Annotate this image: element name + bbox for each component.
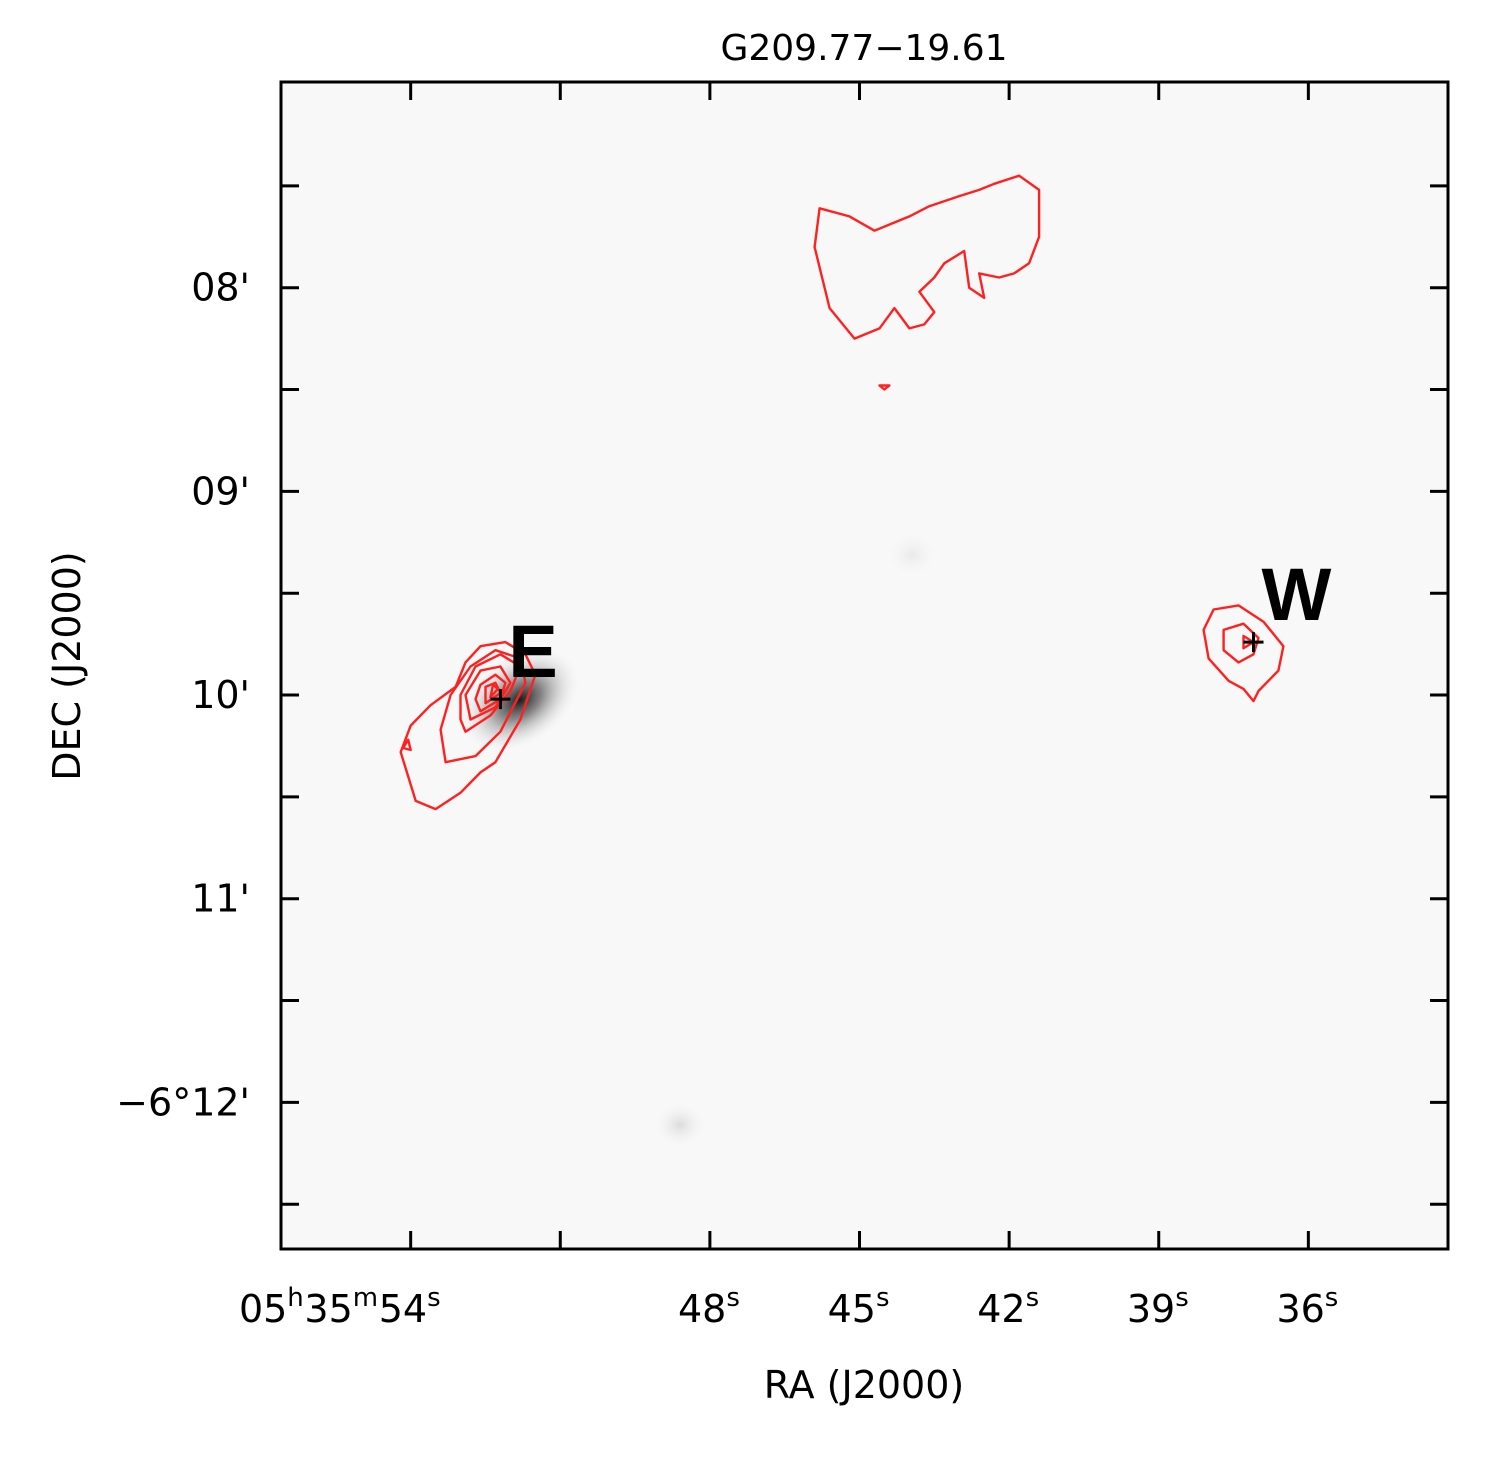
chart-title: G209.77−19.61 [720, 28, 1007, 69]
x-tick-label: 45s [828, 1283, 890, 1331]
contour-E-7 [489, 683, 500, 699]
contour-N-blob [878, 384, 891, 391]
greyscale-image [281, 82, 1448, 1249]
x-axis-title: RA (J2000) [764, 1363, 965, 1407]
contour-W-1 [1202, 604, 1285, 703]
x-tick-label: 05h 35m 54s [239, 1283, 441, 1331]
plot-frame [279, 80, 1450, 1251]
contour-E-4 [464, 665, 512, 721]
source-label-e: E [508, 610, 557, 693]
contour-E-3 [459, 653, 522, 733]
contour-E-1 [399, 640, 537, 811]
source-marker-w [1243, 632, 1264, 653]
x-tick-label: 36s [1276, 1283, 1338, 1331]
contour-E-2 [439, 649, 527, 764]
contour-W-2 [1222, 622, 1260, 664]
contour-E-6 [484, 681, 502, 705]
contour-E-spot [402, 738, 412, 752]
contour-N-1 [813, 174, 1041, 340]
y-axis-title: DEC (J2000) [45, 551, 89, 780]
source-label-w: W [1262, 553, 1332, 636]
y-tick-label: 10' [191, 673, 250, 717]
source-marker-e [490, 689, 511, 710]
tick-layer: 05h 35m 54s 48s 45s 42s 39s 36s 08' 09' 10… [116, 82, 1448, 1331]
x-tick-label: 42s [977, 1283, 1039, 1331]
y-tick-label: −6°12' [116, 1080, 250, 1124]
y-tick-label: 11' [191, 877, 250, 921]
x-tick-label: 48s [678, 1283, 740, 1331]
source-marker-layer: EW [490, 553, 1332, 710]
x-tick-label: 39s [1127, 1283, 1189, 1331]
y-tick-label: 08' [191, 266, 250, 310]
y-tick-label: 09' [191, 469, 250, 513]
